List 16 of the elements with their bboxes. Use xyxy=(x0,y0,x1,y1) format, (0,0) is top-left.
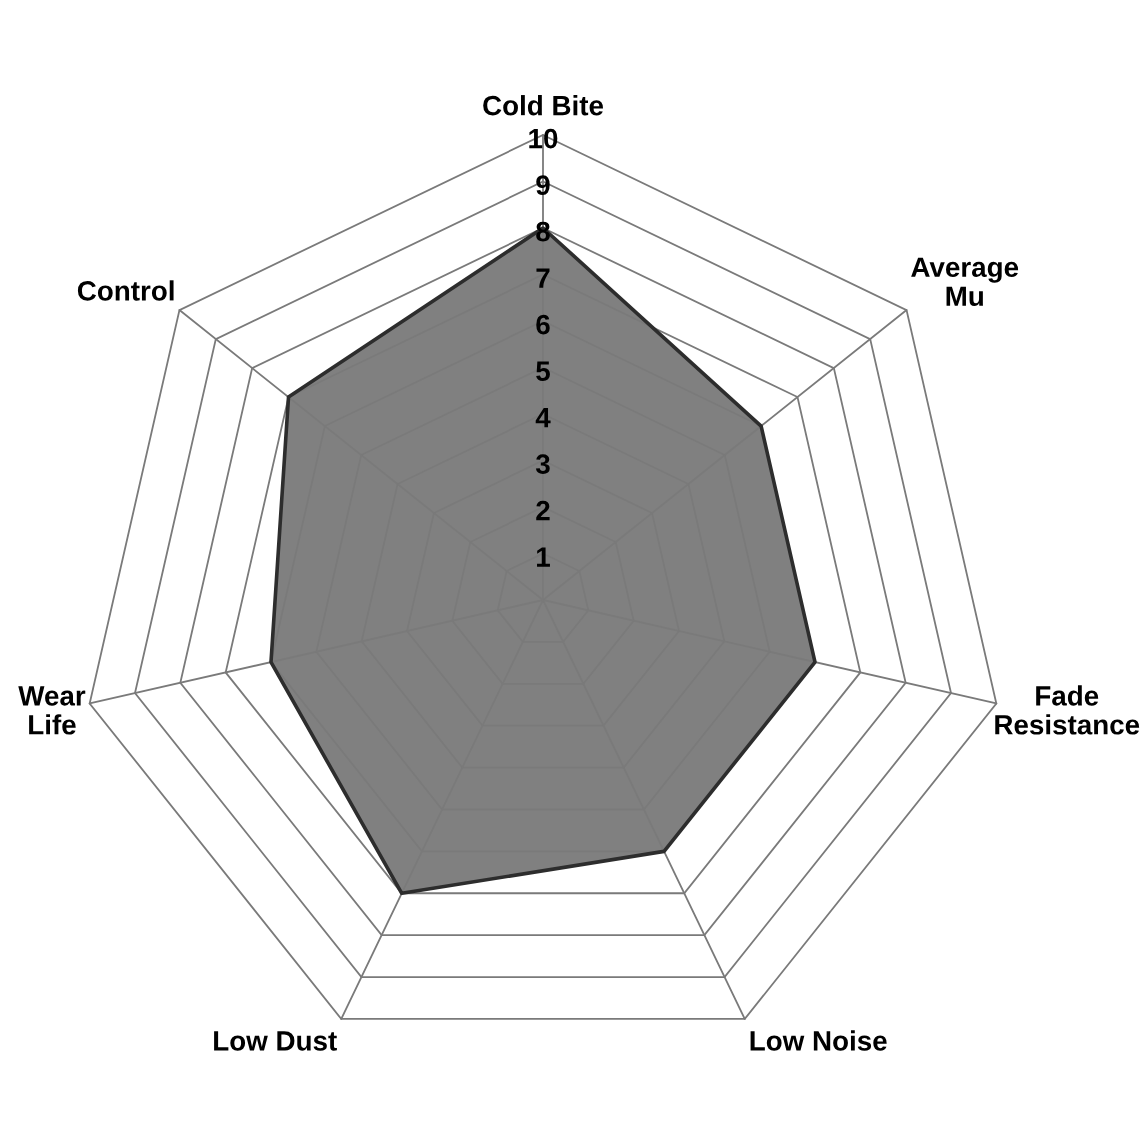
spoke-label: Wear Life xyxy=(18,686,86,735)
spoke-label: Average Mu xyxy=(911,257,1019,307)
spoke-label: Cold Bite xyxy=(483,95,604,116)
y-tick-label: 2 xyxy=(536,500,550,521)
y-tick-label: 4 xyxy=(535,408,551,428)
y-tick-label: 10 xyxy=(529,128,558,149)
spoke-label: Low Dust xyxy=(214,1031,337,1051)
y-tick-label: 5 xyxy=(536,361,550,381)
y-tick-label: 7 xyxy=(536,268,550,288)
y-tick-label: 3 xyxy=(535,454,550,474)
y-tick-label: 9 xyxy=(536,175,550,195)
spoke-label: Control xyxy=(77,280,174,301)
y-tick-label: 6 xyxy=(536,314,550,335)
spoke-label: Low Noise xyxy=(750,1030,887,1051)
y-tick-label: 1 xyxy=(537,547,550,567)
spoke-label: Fade Resistance xyxy=(995,685,1140,735)
